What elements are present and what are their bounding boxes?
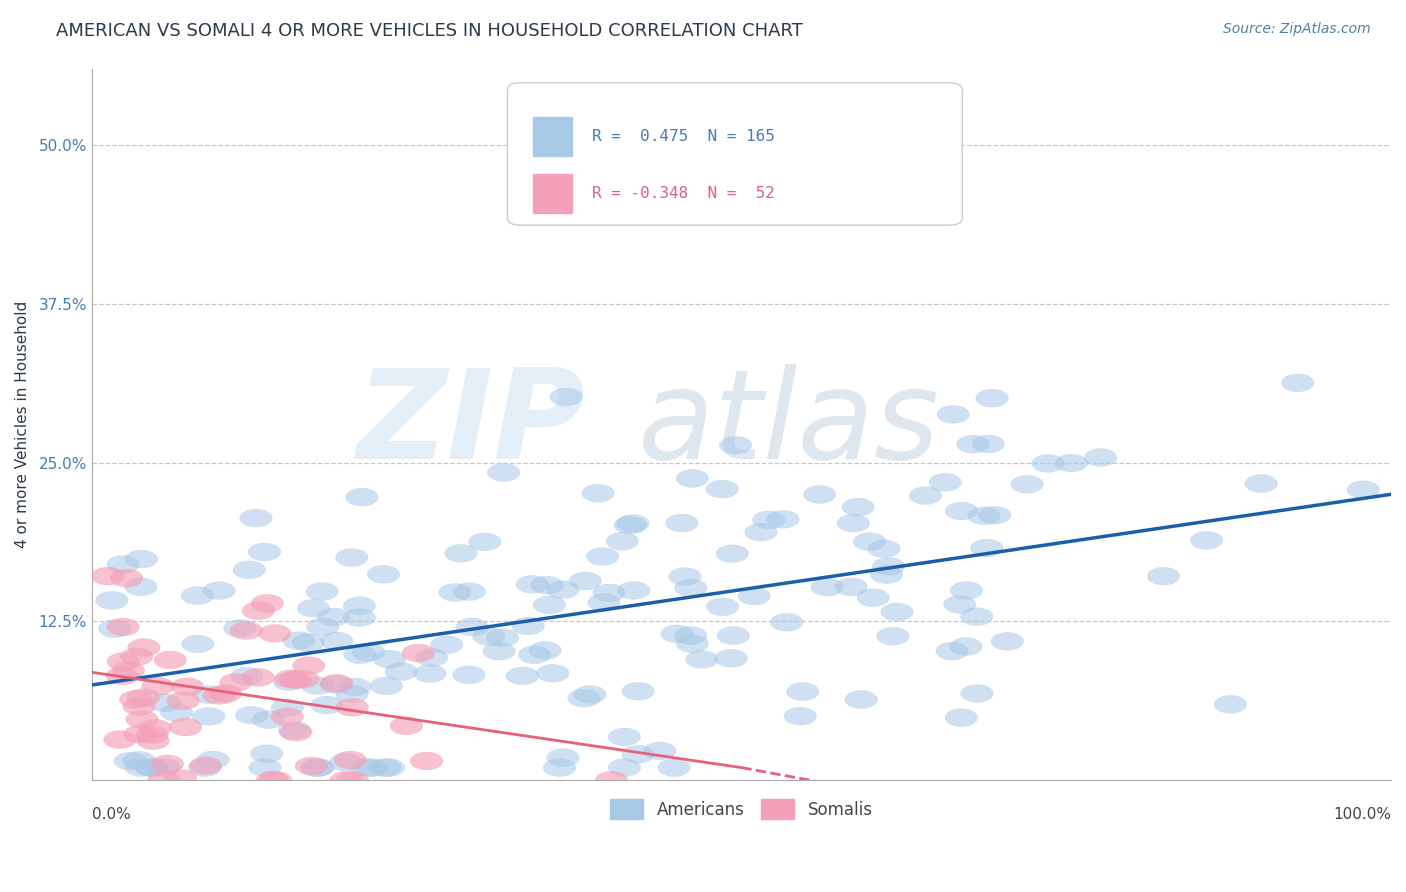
Text: R =  0.475  N = 165: R = 0.475 N = 165 [592, 128, 775, 144]
Text: R = -0.348  N =  52: R = -0.348 N = 52 [592, 186, 775, 201]
FancyBboxPatch shape [533, 117, 572, 156]
Text: 100.0%: 100.0% [1333, 807, 1391, 822]
Text: 0.0%: 0.0% [91, 807, 131, 822]
Y-axis label: 4 or more Vehicles in Household: 4 or more Vehicles in Household [15, 301, 30, 548]
Legend: Americans, Somalis: Americans, Somalis [603, 793, 879, 825]
Text: AMERICAN VS SOMALI 4 OR MORE VEHICLES IN HOUSEHOLD CORRELATION CHART: AMERICAN VS SOMALI 4 OR MORE VEHICLES IN… [56, 22, 803, 40]
Text: atlas: atlas [637, 364, 939, 485]
FancyBboxPatch shape [533, 174, 572, 212]
Text: ZIP: ZIP [357, 364, 585, 485]
FancyBboxPatch shape [508, 83, 962, 225]
Text: Source: ZipAtlas.com: Source: ZipAtlas.com [1223, 22, 1371, 37]
